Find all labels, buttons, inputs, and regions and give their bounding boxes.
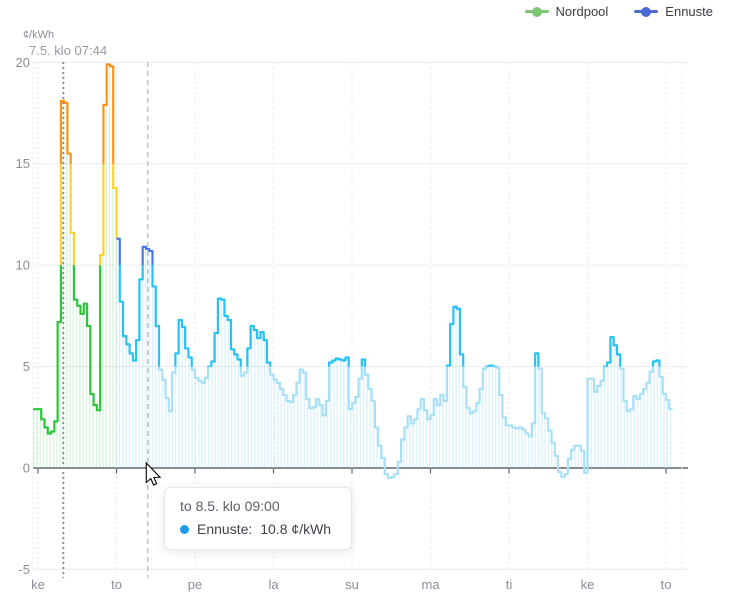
tooltip-series-row: Ennuste: 10.8 ¢/kWh (180, 521, 331, 537)
nordpool-legend-marker-icon (524, 6, 549, 17)
x-tick-label: pe (188, 577, 202, 592)
nordpool-line (33, 63, 118, 435)
legend-item-ennuste[interactable]: Ennuste (634, 4, 713, 19)
x-tick-label: ma (421, 577, 440, 592)
legend-label-ennuste: Ennuste (665, 4, 713, 19)
ennuste-line (116, 237, 673, 480)
now-time-annotation: 7.5. klo 07:44 (29, 43, 108, 58)
x-tick-label: su (345, 577, 359, 592)
nordpool-area (33, 64, 117, 468)
grid-lines (32, 61, 688, 570)
y-axis-unit-label: ¢/kWh (23, 29, 55, 41)
x-tick-label: to (661, 577, 672, 592)
mouse-cursor-icon (145, 461, 162, 486)
tooltip-series-label: Ennuste: (197, 521, 253, 537)
tooltip-title: to 8.5. klo 09:00 (180, 498, 280, 514)
y-tick-label: 5 (23, 359, 30, 374)
y-tick-label: -5 (18, 562, 30, 577)
x-tick-label: ti (506, 577, 513, 592)
y-tick-label: 15 (16, 156, 30, 171)
x-tick-label: ke (581, 577, 595, 592)
area-fills (33, 64, 673, 468)
tooltip-value: 10.8 ¢/kWh (260, 521, 332, 537)
x-tick-label: to (111, 577, 122, 592)
hover-tooltip: to 8.5. klo 09:00 Ennuste: 10.8 ¢/kWh (164, 487, 353, 550)
y-tick-label: 0 (23, 461, 30, 476)
ennuste-legend-marker-icon (634, 6, 659, 17)
legend-item-nordpool[interactable]: Nordpool (524, 4, 609, 19)
x-tick-label: la (268, 577, 279, 592)
ennuste-area (116, 238, 673, 468)
chart-legend: Nordpool Ennuste (524, 4, 713, 19)
y-tick-label: 20 (16, 55, 30, 70)
legend-label-nordpool: Nordpool (555, 4, 609, 19)
x-tick-label: ke (31, 577, 45, 592)
y-tick-label: 10 (16, 258, 30, 273)
ennuste-series-dot-icon (180, 524, 189, 534)
